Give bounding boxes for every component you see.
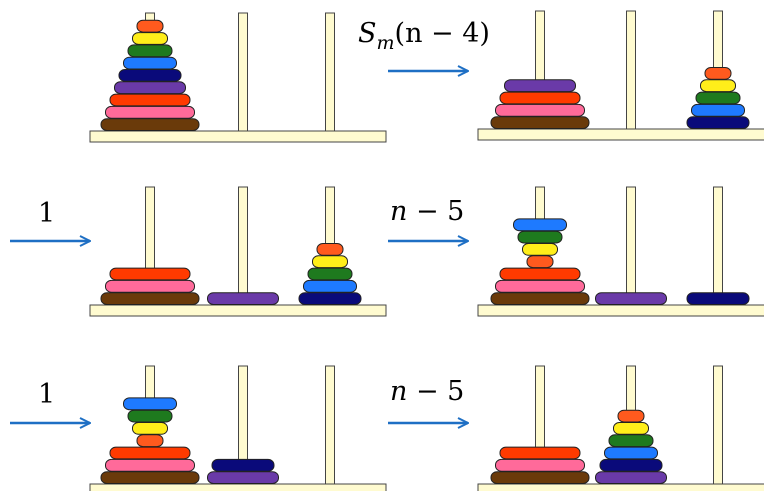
disk-3 [695, 91, 741, 105]
panel-1 [89, 12, 387, 143]
transition-5-label: n − 5 [390, 376, 464, 407]
disk-9 [100, 292, 200, 306]
label-rest: − 5 [407, 376, 464, 407]
disk-5 [686, 292, 750, 306]
disk-2 [522, 243, 558, 256]
disk-4 [123, 397, 177, 411]
peg-2 [626, 10, 636, 130]
panel-3 [89, 186, 387, 317]
peg-2 [238, 186, 248, 306]
disk-1 [617, 409, 645, 423]
disk-8 [495, 103, 585, 117]
disk-9 [100, 471, 200, 485]
disk-5 [686, 116, 750, 129]
label-n: n [390, 196, 407, 227]
transition-3-label: n − 5 [390, 196, 464, 227]
disk-1 [136, 19, 164, 33]
disk-2 [613, 422, 649, 435]
disk-7 [109, 267, 191, 281]
disk-9 [100, 118, 200, 131]
transition-3: n − 5 [388, 196, 468, 241]
disk-8 [105, 105, 195, 119]
disk-6 [595, 292, 667, 306]
disk-6 [504, 79, 576, 93]
disk-8 [105, 458, 195, 472]
label-sub: m [377, 32, 395, 54]
peg-3 [713, 186, 723, 306]
disk-7 [499, 446, 581, 460]
base [89, 304, 387, 317]
panel-2 [477, 10, 764, 141]
disk-5 [298, 292, 362, 306]
disk-5 [118, 69, 182, 82]
peg-2 [238, 12, 248, 132]
disk-1 [704, 67, 732, 80]
transition-4: 1 [10, 379, 90, 423]
peg-3 [713, 365, 723, 485]
disk-7 [109, 446, 191, 460]
disk-8 [105, 279, 195, 293]
panel-6 [477, 365, 764, 491]
disk-2 [312, 255, 348, 269]
transition-2-label: 1 [38, 198, 55, 229]
disk-7 [499, 267, 581, 281]
disk-8 [495, 458, 585, 472]
disk-7 [499, 91, 581, 105]
disk-1 [316, 243, 344, 256]
disk-3 [517, 230, 563, 244]
label-rest: (n − 4) [395, 18, 490, 49]
label-n: n [390, 376, 407, 407]
transition-4-label: 1 [38, 379, 55, 410]
disk-2 [132, 32, 168, 45]
panel-5 [89, 365, 387, 491]
disk-4 [303, 279, 357, 293]
disk-7 [109, 93, 191, 107]
transition-2: 1 [10, 198, 90, 241]
base [89, 483, 387, 491]
disk-4 [513, 218, 567, 232]
disk-6 [207, 471, 279, 485]
peg-3 [325, 365, 335, 485]
disk-9 [490, 292, 590, 306]
disk-9 [490, 471, 590, 485]
disk-4 [691, 103, 745, 117]
peg-3 [325, 12, 335, 132]
base [89, 130, 387, 143]
label-s: S [358, 18, 377, 49]
disk-6 [595, 471, 667, 485]
disk-3 [608, 434, 654, 448]
transition-1-label: Sm(n − 4) [358, 18, 490, 54]
disk-3 [127, 409, 173, 423]
disk-9 [490, 116, 590, 129]
peg-2 [626, 186, 636, 306]
disk-3 [127, 44, 173, 58]
label-rest: − 5 [407, 196, 464, 227]
disk-6 [114, 81, 186, 95]
disk-6 [207, 292, 279, 306]
base [477, 128, 764, 141]
disk-4 [123, 56, 177, 70]
base [477, 304, 764, 317]
disk-5 [211, 458, 275, 472]
panels [89, 10, 764, 491]
base [477, 483, 764, 491]
disk-2 [132, 422, 168, 435]
disk-1 [526, 255, 554, 269]
disk-2 [700, 79, 736, 93]
disk-5 [599, 458, 663, 472]
disk-1 [136, 434, 164, 448]
panel-4 [477, 186, 764, 317]
disk-3 [307, 267, 353, 281]
transition-1: Sm(n − 4) [358, 18, 490, 71]
disk-4 [604, 446, 658, 460]
transition-5: n − 5 [388, 376, 468, 423]
disk-8 [495, 279, 585, 293]
